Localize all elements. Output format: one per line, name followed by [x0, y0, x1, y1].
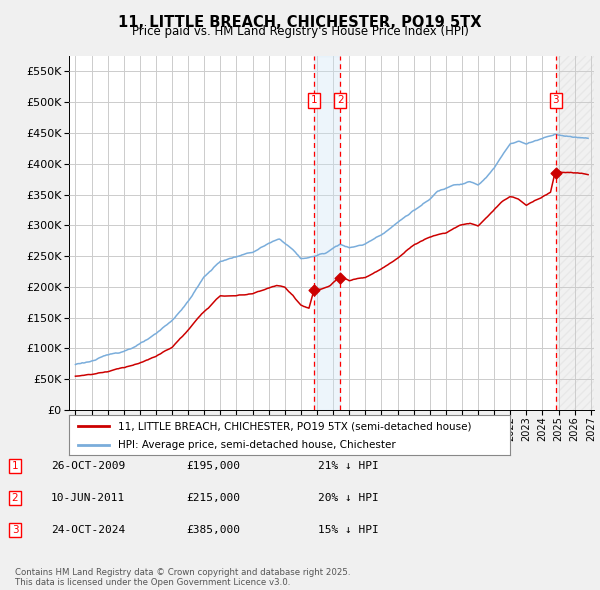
- Text: 15% ↓ HPI: 15% ↓ HPI: [318, 525, 379, 535]
- Text: 3: 3: [553, 96, 559, 105]
- Text: HPI: Average price, semi-detached house, Chichester: HPI: Average price, semi-detached house,…: [118, 440, 395, 450]
- Text: 1: 1: [311, 96, 317, 105]
- Point: [335, 273, 345, 283]
- Text: 20% ↓ HPI: 20% ↓ HPI: [318, 493, 379, 503]
- Text: 10-JUN-2011: 10-JUN-2011: [51, 493, 125, 503]
- Text: £215,000: £215,000: [186, 493, 240, 503]
- Text: £385,000: £385,000: [186, 525, 240, 535]
- Text: 11, LITTLE BREACH, CHICHESTER, PO19 5TX (semi-detached house): 11, LITTLE BREACH, CHICHESTER, PO19 5TX …: [118, 421, 471, 431]
- Text: 24-OCT-2024: 24-OCT-2024: [51, 525, 125, 535]
- Text: 2: 2: [337, 96, 344, 105]
- Text: 2: 2: [11, 493, 19, 503]
- Point: [551, 168, 560, 178]
- Point: [310, 286, 319, 295]
- Text: 11, LITTLE BREACH, CHICHESTER, PO19 5TX: 11, LITTLE BREACH, CHICHESTER, PO19 5TX: [118, 15, 482, 30]
- Text: Price paid vs. HM Land Registry's House Price Index (HPI): Price paid vs. HM Land Registry's House …: [131, 25, 469, 38]
- Text: Contains HM Land Registry data © Crown copyright and database right 2025.
This d: Contains HM Land Registry data © Crown c…: [15, 568, 350, 587]
- Text: 21% ↓ HPI: 21% ↓ HPI: [318, 461, 379, 471]
- Bar: [314, 56, 340, 410]
- Bar: [556, 56, 594, 410]
- Text: £195,000: £195,000: [186, 461, 240, 471]
- Text: 26-OCT-2009: 26-OCT-2009: [51, 461, 125, 471]
- Bar: [556, 56, 594, 410]
- Text: 3: 3: [11, 525, 19, 535]
- Text: 1: 1: [11, 461, 19, 471]
